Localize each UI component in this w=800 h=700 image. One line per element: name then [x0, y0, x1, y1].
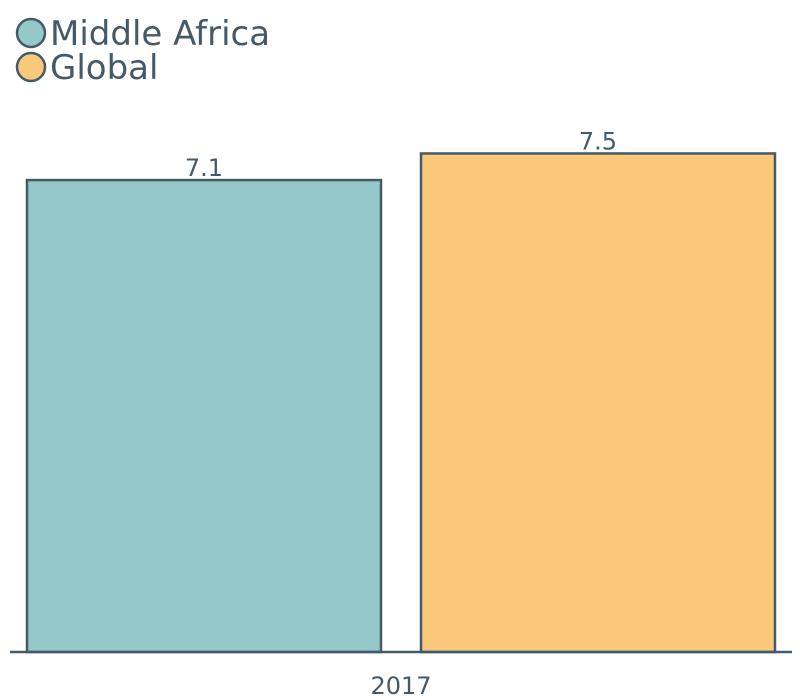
legend-label-middle-africa: Middle Africa — [50, 14, 270, 54]
value-label-global-2017: 7.5 — [579, 127, 617, 155]
bar-middle-africa-2017 — [25, 178, 383, 654]
bar-global-2017 — [419, 152, 777, 654]
value-labels: 7.1 7.5 — [185, 127, 617, 182]
x-tick-label-2017: 2017 — [370, 672, 431, 700]
legend-marker-middle-africa — [15, 17, 47, 49]
value-label-middle-africa-2017: 7.1 — [185, 154, 223, 182]
x-axis-ticks: 2017 — [370, 672, 431, 700]
legend-marker-global — [15, 51, 47, 83]
bars — [25, 152, 777, 654]
legend-label-global: Global — [50, 48, 158, 88]
